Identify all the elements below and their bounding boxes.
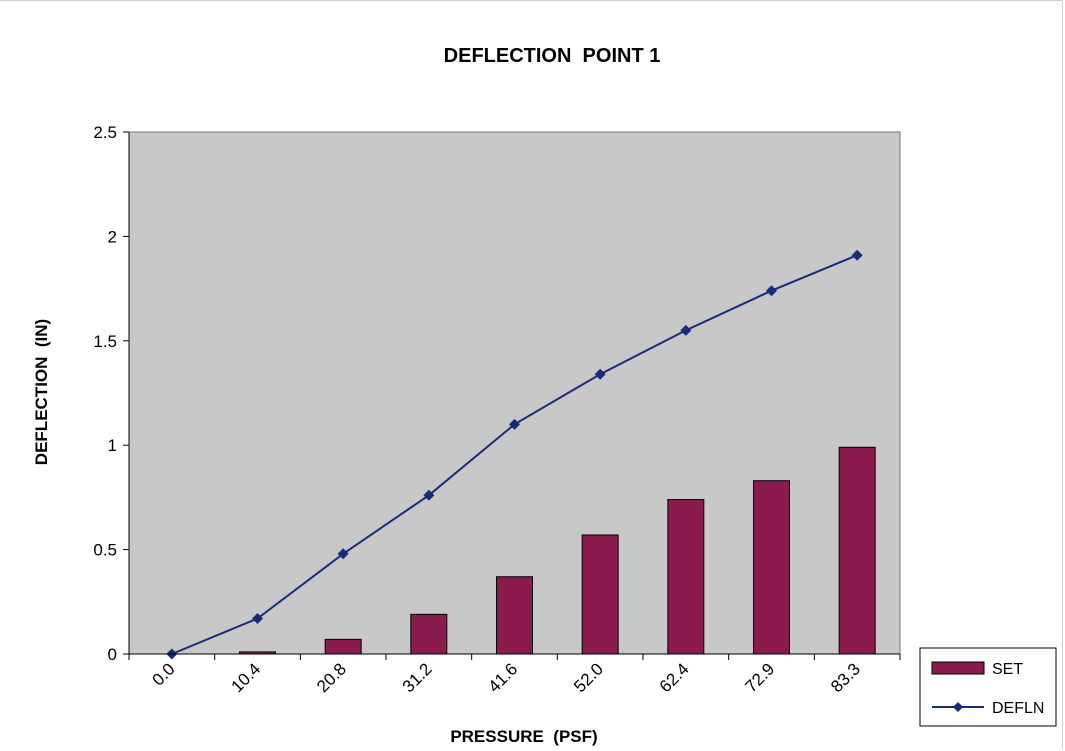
point-defln-52.0 xyxy=(594,368,606,380)
x-tick-label: 41.6 xyxy=(484,659,521,696)
bar-set-20.8 xyxy=(324,638,362,655)
legend: SET DEFLN xyxy=(919,647,1057,727)
legend-box xyxy=(919,647,1057,727)
legend-marker-defln xyxy=(953,702,963,712)
y-tick-label: 0.5 xyxy=(93,541,117,560)
x-tick-label: 0.0 xyxy=(149,659,179,689)
point-defln-62.4 xyxy=(680,324,692,336)
legend-label-set: SET xyxy=(992,661,1023,678)
x-tick-label: 62.4 xyxy=(656,659,693,696)
bar-set-41.6 xyxy=(496,576,533,655)
point-defln-31.2 xyxy=(423,489,435,501)
y-tick-label: 2.5 xyxy=(93,123,117,142)
x-axis-label: PRESSURE (PSF) xyxy=(450,727,597,746)
y-tick-label: 1 xyxy=(108,436,117,455)
x-tick-label: 83.3 xyxy=(827,659,864,696)
legend-label-defln: DEFLN xyxy=(992,700,1044,717)
x-tick-label: 20.8 xyxy=(313,659,350,696)
bar-set-72.9 xyxy=(753,480,790,655)
bar-set-83.3 xyxy=(838,446,876,655)
x-tick-label: 10.4 xyxy=(227,659,264,696)
x-tick-label: 52.0 xyxy=(570,659,607,696)
bar-set-31.2 xyxy=(410,613,448,655)
y-tick-label: 0 xyxy=(108,645,117,664)
point-defln-20.8 xyxy=(337,548,349,560)
bar-set-62.4 xyxy=(667,498,705,655)
chart-title: DEFLECTION POINT 1 xyxy=(444,45,661,67)
point-defln-41.6 xyxy=(509,418,520,430)
point-defln-72.9 xyxy=(766,285,777,297)
x-tick-label: 72.9 xyxy=(741,659,778,696)
point-defln-10.4 xyxy=(252,613,263,625)
bar-set-52.0 xyxy=(581,534,619,655)
y-axis-label: DEFLECTION (IN) xyxy=(32,319,51,465)
y-tick-label: 1.5 xyxy=(93,332,117,351)
y-tick-label: 2 xyxy=(108,227,117,246)
point-defln-83.3 xyxy=(851,249,863,261)
x-tick-label: 31.2 xyxy=(399,659,436,696)
legend-swatch-set xyxy=(931,661,985,675)
